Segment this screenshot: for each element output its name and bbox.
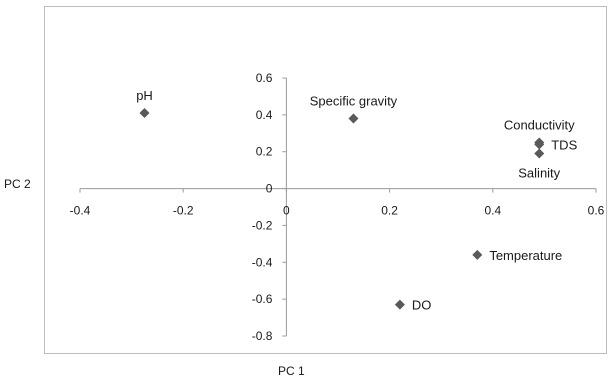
point-label: Salinity [518, 166, 560, 181]
tick-labels: -0.4 -0.2 0 0.2 0.4 0.6 0.6 0.4 0.2 0 -0.2 -0.4 -0.6… [70, 71, 605, 343]
data-point [534, 148, 545, 159]
y-axis-title: PC 2 [4, 177, 31, 191]
data-point [472, 249, 483, 260]
y-tick-label: 0.6 [256, 71, 273, 85]
x-tick-label: 0.6 [588, 204, 605, 218]
x-tick-label: 0 [283, 204, 290, 218]
y-tick-label: 0.2 [256, 145, 273, 159]
point-label: Specific gravity [310, 94, 398, 109]
x-tick-label: -0.2 [173, 204, 194, 218]
point-label: DO [412, 298, 432, 313]
y-tick-label: 0.4 [256, 108, 273, 122]
x-tick-label: 0.2 [381, 204, 398, 218]
point-labels: pH Specific gravity Conductivity TDS Salinit… [136, 88, 577, 313]
y-tick-label: -0.2 [252, 218, 273, 232]
data-point [394, 299, 405, 310]
data-point [139, 108, 150, 119]
point-label: TDS [551, 137, 577, 152]
y-tick-label: -0.8 [252, 329, 273, 343]
axes [79, 77, 597, 337]
x-tick-label: -0.4 [70, 204, 91, 218]
point-label: Conductivity [504, 118, 575, 133]
data-point [534, 139, 545, 150]
y-tick-label: -0.4 [252, 255, 273, 269]
point-label: Temperature [489, 248, 562, 263]
point-label: pH [136, 88, 153, 103]
x-axis-title: PC 1 [278, 364, 305, 378]
y-tick-label: -0.6 [252, 292, 273, 306]
y-tick-label: 0 [266, 182, 273, 196]
data-points [139, 108, 545, 310]
data-point [348, 113, 359, 124]
plot-area [44, 6, 607, 354]
x-tick-label: 0.4 [484, 204, 501, 218]
